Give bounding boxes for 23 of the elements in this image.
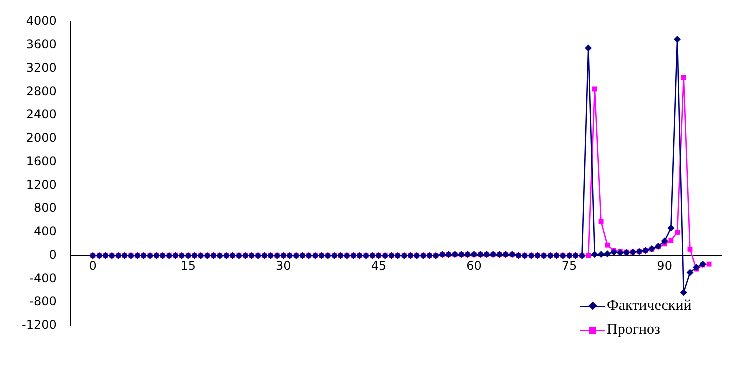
y-tick-label: 3600 — [26, 38, 57, 52]
x-tick-label: 75 — [562, 259, 578, 274]
x-tick-label: 30 — [276, 259, 292, 274]
legend-label: Фактический — [607, 298, 692, 314]
y-tick-label: 0 — [49, 248, 57, 262]
y-tick-label: 2000 — [26, 131, 57, 146]
y-tick-label: 3200 — [26, 60, 57, 75]
y-tick-label: 1600 — [26, 154, 57, 168]
x-tick-label: 90 — [657, 259, 672, 274]
x-tick-label: 15 — [180, 259, 196, 274]
y-tick-label: -1200 — [22, 318, 57, 332]
y-tick-label: 2400 — [26, 108, 57, 122]
y-tick-label: -800 — [30, 294, 57, 309]
x-tick-label: 60 — [466, 259, 482, 274]
x-tick-label: 45 — [371, 259, 387, 274]
y-tick-label: 4000 — [26, 14, 57, 28]
y-tick-label: -400 — [30, 271, 57, 286]
y-tick-label: 800 — [34, 201, 57, 216]
x-tick-label: 0 — [89, 259, 97, 274]
legend-label: Прогноз — [607, 322, 660, 338]
y-tick-label: 2800 — [26, 84, 57, 98]
y-tick-label: 1200 — [26, 178, 57, 192]
y-tick-label: 400 — [34, 224, 57, 239]
